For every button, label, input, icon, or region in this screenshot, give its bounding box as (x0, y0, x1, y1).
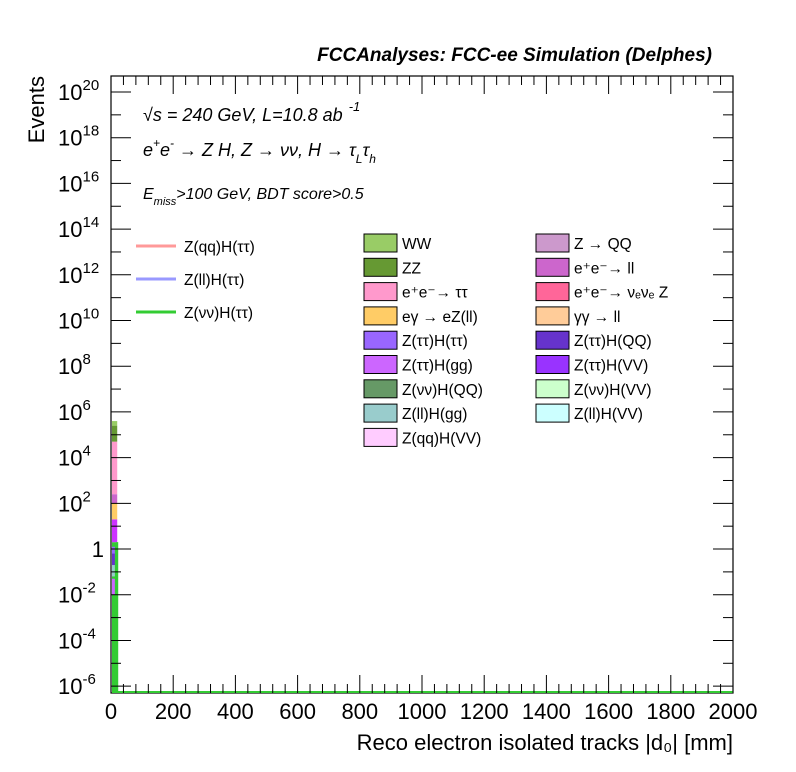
y-tick-label-13: 10-6 (58, 671, 96, 699)
legend-col2-label-7: Z(ll)H(VV) (574, 406, 643, 423)
x-tick-label-6: 1200 (460, 699, 509, 724)
annotation-cut: Emiss>100 GeV, BDT score>0.5 (143, 186, 364, 208)
legend-col2-label-1: e⁺e⁻→ ll (574, 260, 634, 277)
signal-line-vvh (116, 542, 733, 693)
x-tick-label-2: 400 (217, 699, 254, 724)
annotation-process: e+e- → Z H, Z → νν, H → τLτh (143, 136, 376, 166)
overlay-bar-2 (112, 578, 115, 595)
x-tick-label-5: 1000 (398, 699, 447, 724)
y-tick-label-1: 1018 (58, 123, 99, 151)
stack-bar-2 (112, 503, 118, 520)
legend-col2-label-2: e⁺e⁻→ νₑνₑ Z (574, 285, 668, 302)
y-tick-label-9: 102 (58, 488, 91, 516)
legend-col2-swatch-6 (535, 379, 570, 399)
legend-signal: Z(qq)H(ττ) Z(ll)H(ττ) Z(νν)H(ττ) (136, 239, 255, 322)
y-tick-label-7: 106 (58, 397, 91, 425)
x-tick-label-10: 2000 (709, 699, 758, 724)
legend-col2-swatch-2 (535, 282, 570, 302)
legend-col2-swatch-0 (535, 233, 570, 253)
svg-text:√s = 240 GeV, L=10.8 ab-1: √s = 240 GeV, L=10.8 ab -1 (143, 99, 360, 125)
stack-bar-5 (112, 425, 118, 442)
stack-bar-6 (112, 421, 118, 426)
y-tick-label-3: 1014 (58, 214, 99, 242)
y-tick-label-8: 104 (58, 443, 91, 471)
overlay-bar-0 (112, 546, 115, 559)
legend-col2-swatch-5 (535, 355, 570, 374)
y-tick-label-12: 10-4 (58, 625, 96, 653)
axis-ticks: 0 200 400 600 800 1000 1200 1400 1600 1800 2000 102… (58, 76, 757, 724)
y-tick-label-2: 1016 (58, 168, 99, 196)
legend-background-col2: Z → QQ e⁺e⁻→ ll e⁺e⁻→ νₑνₑ Z γγ → ll Z(ττ)H(… (535, 233, 668, 423)
x-tick-label-4: 800 (341, 699, 378, 724)
legend-col1-swatch-2 (363, 282, 398, 302)
legend-col1-swatch-0 (363, 233, 398, 253)
legend-col2-swatch-7 (535, 403, 570, 423)
cut-miss-sub: miss (154, 196, 177, 208)
y-tick-label-0: 1020 (58, 77, 99, 105)
legend-col1-swatch-6 (363, 379, 398, 399)
legend-col1-label-5: Z(ττ)H(gg) (402, 358, 473, 375)
process-rest: → Z H, Z → νν, H → τ (174, 140, 357, 160)
y-tick-label-11: 10-2 (58, 580, 96, 608)
legend-col2-swatch-1 (535, 257, 570, 277)
cut-rest: >100 GeV, BDT score>0.5 (176, 186, 363, 203)
x-axis-label: Reco electron isolated tracks |d₀| [mm] (357, 730, 733, 755)
x-tick-label-0: 0 (105, 699, 117, 724)
x-tick-label-3: 600 (279, 699, 316, 724)
stack-bar-1 (112, 519, 118, 543)
legend-col2-label-0: Z → QQ (574, 236, 632, 253)
x-tick-label-9: 1800 (646, 699, 695, 724)
overlay-bar-3 (112, 565, 115, 577)
legend-col1-label-2: e⁺e⁻→ ττ (402, 285, 468, 302)
legend-col2-label-5: Z(ττ)H(VV) (574, 358, 648, 375)
y-axis-label: Events (24, 76, 49, 143)
legend-background-col1: WW ZZ e⁺e⁻→ ττ eγ → eZ(ll) Z(ττ)H(ττ) Z(ττ)H(… (363, 233, 483, 447)
legend-col1-swatch-7 (363, 403, 398, 423)
legend-col1-label-3: eγ → eZ(ll) (402, 309, 478, 326)
svg-text:Emiss>100 GeV, BDT score>0.5: Emiss>100 GeV, BDT score>0.5 (143, 186, 364, 208)
y-tick-label-5: 1010 (58, 306, 99, 334)
x-tick-label-8: 1600 (584, 699, 633, 724)
svg-text:e+e- → Z H, Z → νν, H → τLτh: e+e- → Z H, Z → νν, H → τLτh (143, 136, 376, 166)
process-e1: e (143, 140, 153, 160)
legend-col1-swatch-4 (363, 330, 398, 350)
legend-col1-label-1: ZZ (402, 260, 421, 277)
tau-h: τ (362, 140, 370, 160)
y-tick-label-10: 1 (92, 537, 104, 562)
legend-col1-swatch-1 (363, 257, 398, 277)
chart-title: FCCAnalyses: FCC-ee Simulation (Delphes) (317, 45, 712, 66)
stack-bar-3 (112, 494, 118, 504)
process-e2: e (160, 140, 170, 160)
legend-col2-swatch-4 (535, 330, 570, 350)
annotation-sqrts: √s = 240 GeV, L=10.8 ab -1 (143, 99, 360, 125)
legend-col2-label-4: Z(ττ)H(QQ) (574, 333, 652, 350)
legend-col1-label-0: WW (402, 236, 432, 253)
legend-col1-label-6: Z(νν)H(QQ) (402, 382, 483, 399)
tau-l-sub: L (356, 152, 363, 166)
cut-e: E (143, 186, 154, 203)
stack-bar-4 (112, 441, 118, 495)
legend-col1-label-4: Z(ττ)H(ττ) (402, 333, 468, 350)
tau-h-sub: h (369, 152, 376, 166)
legend-line-label-1: Z(ll)H(ττ) (184, 272, 244, 289)
legend-col1-label-7: Z(ll)H(gg) (402, 406, 467, 423)
histogram-bars (112, 421, 733, 693)
lumi-exponent: -1 (349, 99, 361, 114)
legend-line-label-2: Z(νν)H(ττ) (184, 305, 253, 322)
legend-col1-label-8: Z(qq)H(VV) (402, 430, 481, 447)
x-tick-label-7: 1400 (522, 699, 571, 724)
x-tick-label-1: 200 (155, 699, 192, 724)
y-tick-label-4: 1012 (58, 260, 99, 288)
legend-col1-swatch-3 (363, 306, 398, 326)
sqrts-text: √s = 240 GeV, L=10.8 ab (143, 105, 343, 125)
legend-col2-label-3: γγ → ll (574, 309, 621, 326)
legend-col2-label-6: Z(νν)H(VV) (574, 382, 652, 399)
y-tick-label-6: 108 (58, 351, 91, 379)
legend-col1-swatch-5 (363, 355, 398, 374)
overlay-bar-1 (112, 553, 115, 568)
legend-col2-swatch-3 (535, 306, 570, 326)
legend-line-label-0: Z(qq)H(ττ) (184, 239, 255, 256)
legend-col1-swatch-8 (363, 427, 398, 447)
